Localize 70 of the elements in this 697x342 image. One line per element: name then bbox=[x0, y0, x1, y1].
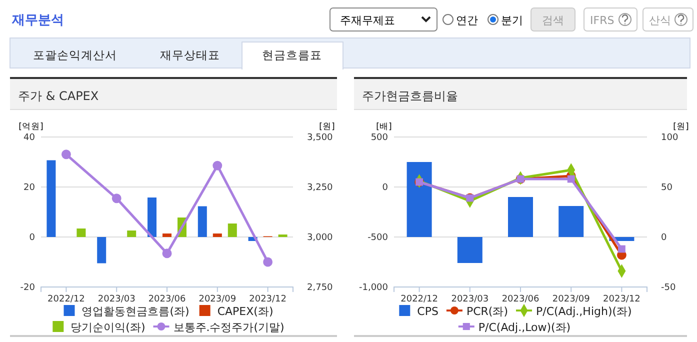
text: 재무분석 bbox=[11, 13, 64, 28]
legend-label: 영업활동현금흐름(좌) bbox=[82, 305, 190, 318]
point bbox=[61, 150, 71, 160]
point bbox=[162, 248, 172, 258]
y-tick-label: -1,000 bbox=[358, 282, 388, 293]
y-tick-label: 0 bbox=[29, 232, 36, 243]
y2-tick-label: 3,000 bbox=[307, 232, 334, 243]
bar bbox=[558, 206, 584, 237]
x-tick-label: 2023/03 bbox=[451, 294, 489, 304]
y2-tick-label: -50 bbox=[661, 282, 676, 293]
x-tick-label: 2023/09 bbox=[552, 294, 590, 304]
button: 검색 bbox=[530, 8, 576, 32]
point bbox=[567, 175, 575, 183]
y2-tick-label: 0 bbox=[661, 232, 667, 243]
bar bbox=[228, 224, 237, 237]
point bbox=[618, 245, 626, 253]
y2-tick-label: 3,500 bbox=[307, 132, 334, 143]
chart-title: 주가 & CAPEX bbox=[18, 89, 99, 103]
legend-label: CPS bbox=[417, 305, 438, 318]
legend-label: 당기순이익(좌) bbox=[70, 321, 146, 334]
legend-label: 보통주.수정주가(기말) bbox=[173, 321, 284, 334]
x-tick-label: 2023/12 bbox=[249, 294, 286, 304]
y2-axis-title: [원] bbox=[673, 122, 689, 132]
bar bbox=[148, 198, 156, 237]
bar bbox=[76, 228, 86, 237]
x-tick-label: 2022/12 bbox=[400, 294, 438, 304]
x-tick-label: 2023/12 bbox=[603, 294, 640, 304]
bar bbox=[97, 237, 106, 264]
y-tick-label: 20 bbox=[24, 182, 36, 193]
bar bbox=[457, 237, 482, 263]
legend-label: PCR(좌) bbox=[466, 305, 508, 318]
bar bbox=[508, 197, 533, 237]
bar bbox=[46, 160, 56, 237]
text: 연간 bbox=[456, 14, 478, 27]
point bbox=[112, 194, 122, 204]
bar bbox=[212, 234, 222, 237]
x-tick-label: 2023/09 bbox=[198, 294, 236, 304]
x-tick-label: 2023/06 bbox=[148, 294, 186, 304]
text: 현금흐름표 bbox=[262, 48, 322, 62]
point bbox=[212, 160, 222, 170]
legend-label: CAPEX(좌) bbox=[217, 305, 274, 318]
y2-axis-title: [원] bbox=[319, 122, 335, 132]
text: 재무상태표 bbox=[160, 48, 220, 62]
text: 분기 bbox=[501, 14, 523, 27]
x-tick-label: 2023/03 bbox=[98, 294, 136, 304]
x-tick-label: 2022/12 bbox=[48, 294, 85, 304]
bar bbox=[127, 230, 136, 237]
legend-label: P/C(Adj.,Low)(좌) bbox=[478, 321, 571, 334]
text: 포괄손익계산서 bbox=[33, 48, 117, 62]
dropdown: 주재무제표 bbox=[330, 8, 438, 32]
legend-label: P/C(Adj.,High)(좌) bbox=[536, 305, 632, 318]
y2-tick-label: 2,750 bbox=[307, 282, 334, 293]
y-tick-label: 40 bbox=[24, 132, 36, 143]
y2-tick-label: 3,250 bbox=[307, 182, 334, 193]
button: IFRS bbox=[584, 8, 638, 32]
y2-tick-label: 50 bbox=[661, 182, 673, 193]
y2-tick-label: 100 bbox=[661, 132, 678, 143]
bar bbox=[162, 234, 172, 237]
y-tick-label: -500 bbox=[368, 232, 388, 243]
chart-title: 주가현금흐름비율 bbox=[362, 89, 458, 103]
y-tick-label: 0 bbox=[382, 182, 388, 193]
x-tick-label: 2023/06 bbox=[502, 294, 540, 304]
button: 산식 bbox=[642, 8, 694, 32]
point bbox=[263, 257, 273, 267]
y-tick-label: -20 bbox=[20, 282, 36, 293]
y-axis-title: [억원] bbox=[18, 122, 44, 132]
bar bbox=[198, 206, 207, 237]
y-tick-label: 500 bbox=[370, 132, 388, 143]
bar bbox=[406, 162, 432, 237]
y-axis-title: [배] bbox=[376, 122, 392, 132]
